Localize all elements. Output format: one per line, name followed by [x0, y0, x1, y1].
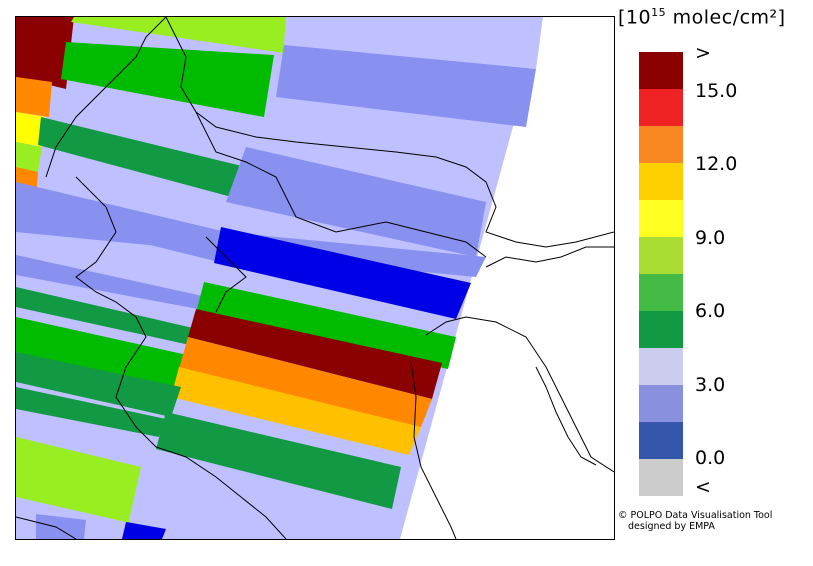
pixel-yellowgreen-left — [16, 142, 42, 172]
pixel-orange-mid — [179, 337, 432, 427]
pixel-yellow-left — [16, 112, 46, 147]
pixel-periwinkle-2 — [226, 147, 486, 257]
croatian-islands — [535, 366, 597, 466]
legend-swatch — [639, 311, 683, 348]
border-lines — [16, 17, 614, 539]
pixel-dark-green-3 — [16, 352, 181, 417]
pixel-lime-bottom — [16, 437, 141, 525]
pixel-blue — [214, 227, 471, 319]
legend-swatch — [639, 459, 683, 496]
legend-swatch — [639, 237, 683, 274]
pixel-dark-red-top — [16, 17, 74, 89]
pixel-yellow-green-top — [71, 17, 286, 53]
legend-swatch — [639, 422, 683, 459]
legend-swatch — [639, 163, 683, 200]
pixel-lavender-top — [284, 17, 543, 69]
legend-swatch — [639, 274, 683, 311]
legend-label-0: 0.0 — [695, 447, 726, 469]
unit-base: 10 — [625, 6, 652, 29]
legend-unit-label: [1015 molec/cm²] — [618, 6, 786, 29]
unit-rest: molec/cm² — [666, 6, 778, 29]
legend-swatch — [639, 348, 683, 385]
pixel-green-top — [61, 42, 274, 117]
pixel-periwinkle-bottom — [36, 514, 86, 539]
pixel-dark-green-1 — [38, 117, 246, 199]
legend-swatch — [639, 200, 683, 237]
pixel-periwinkle-4 — [16, 255, 216, 311]
legend-label-greater: > — [695, 42, 711, 64]
northern-border — [165, 17, 614, 248]
unit-exponent: 15 — [651, 6, 667, 19]
adriatic-coast-west — [410, 361, 457, 539]
pixel-periwinkle-top — [276, 45, 536, 127]
credit-line-1: © POLPO Data Visualisation Tool — [618, 510, 773, 521]
legend-label-6: 6.0 — [695, 300, 726, 322]
adriatic-coast-east — [425, 316, 614, 473]
pixel-dark-green-5 — [156, 412, 401, 509]
no2-column-map — [16, 17, 614, 539]
pixel-orange-left — [16, 77, 52, 117]
pixel-yellow-orange — [171, 367, 421, 455]
legend-swatch — [639, 52, 683, 89]
pixel-green-mid — [196, 282, 456, 369]
legend-label-9: 9.0 — [695, 227, 726, 249]
legend-label-3: 3.0 — [695, 374, 726, 396]
legend-label-15: 15.0 — [695, 80, 738, 102]
franco-italian-border — [75, 176, 287, 539]
legend-swatch — [639, 126, 683, 163]
eastern-border — [485, 246, 614, 268]
pixel-dark-green-2 — [16, 287, 206, 347]
pixel-green-left — [16, 317, 196, 392]
map-panel[interactable] — [15, 16, 615, 540]
pixel-dark-red-mid — [188, 309, 442, 399]
pixel-blue-bottom — [122, 522, 166, 539]
pixel-dark-green-4 — [16, 387, 166, 437]
lake-region-border — [205, 236, 247, 313]
legend-label-less: < — [695, 476, 711, 498]
credit-line-2: designed by EMPA — [628, 521, 715, 532]
legend-label-12: 12.0 — [695, 153, 738, 175]
color-legend-bar — [639, 52, 683, 496]
satellite-swath — [16, 17, 543, 539]
credit-text: © POLPO Data Visualisation Tool designed… — [618, 510, 772, 532]
western-border — [45, 17, 167, 178]
alpine-border — [195, 111, 487, 258]
legend-swatch — [639, 89, 683, 126]
legend-swatch — [639, 385, 683, 422]
mediterranean-coast — [16, 516, 77, 539]
